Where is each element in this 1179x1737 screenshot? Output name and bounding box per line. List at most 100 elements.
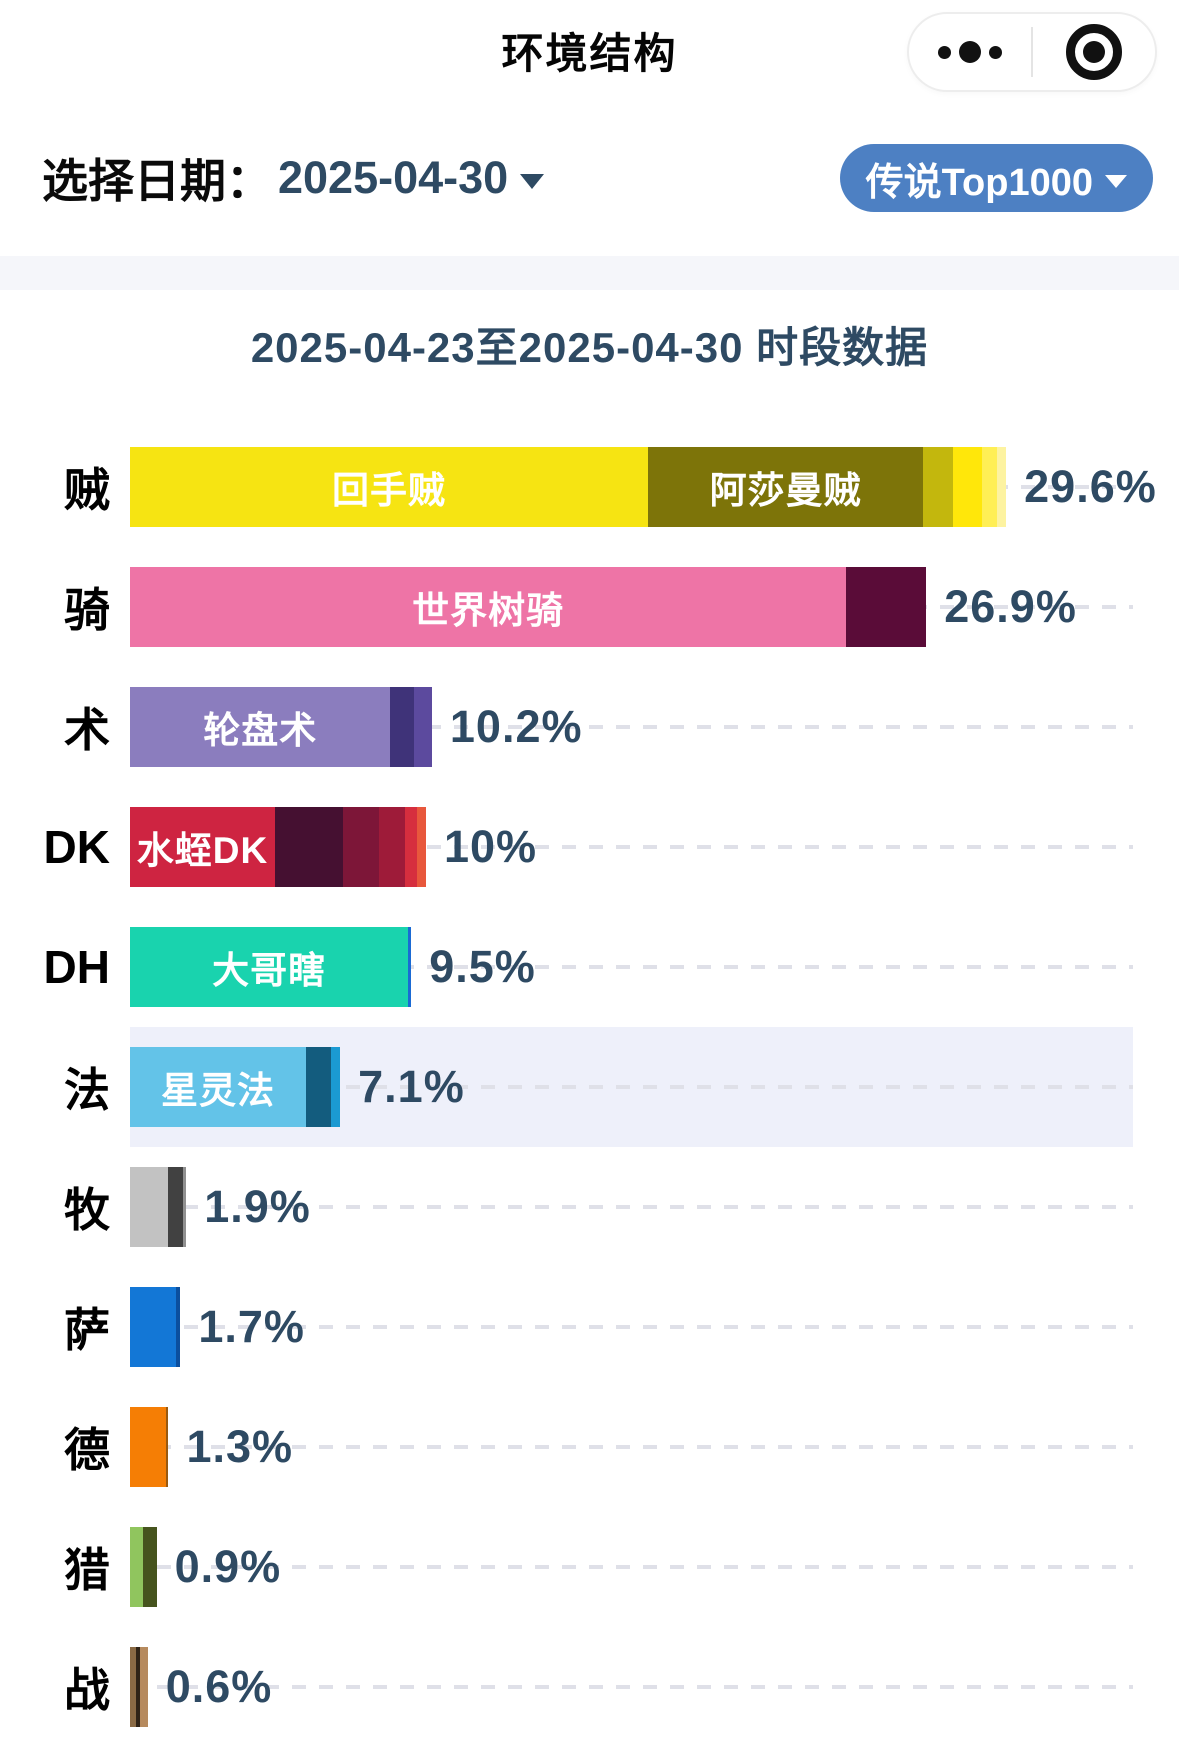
chart-row-猎: 猎 0.9% <box>0 1507 1179 1627</box>
stacked-bar-德[interactable] <box>130 1407 169 1487</box>
rank-filter-button[interactable]: 传说Top1000 <box>839 144 1153 212</box>
bar-segment[interactable] <box>140 1647 148 1727</box>
chart-row-骑: 骑 世界树骑 26.9% <box>0 547 1179 667</box>
more-button[interactable] <box>909 14 1031 90</box>
row-plot-area: 1.9% <box>130 1147 1179 1267</box>
bar-segment-星灵法[interactable]: 星灵法 <box>130 1047 307 1127</box>
bar-segment[interactable] <box>405 807 418 887</box>
bar-segment[interactable] <box>130 1407 166 1487</box>
bar-segment[interactable] <box>331 1047 341 1127</box>
bar-segment[interactable] <box>343 807 379 887</box>
segment-label: 世界树骑 <box>412 590 565 631</box>
bar-segment[interactable] <box>168 1167 184 1247</box>
row-plot-area: 轮盘术 10.2% <box>130 667 1179 787</box>
bar-segment[interactable] <box>135 1647 141 1727</box>
date-picker-value: 2025-04-30 <box>278 152 509 203</box>
class-label: 法 <box>64 1064 110 1116</box>
target-circle-icon <box>1066 24 1122 80</box>
stacked-bar-DK[interactable]: 水蛭DK <box>130 807 426 887</box>
bar-segment-回手贼[interactable]: 回手贼 <box>130 447 648 527</box>
bar-segment[interactable] <box>183 1167 187 1247</box>
total-percent-label: 1.9% <box>204 1181 311 1232</box>
bar-segment[interactable] <box>390 687 415 767</box>
class-distribution-chart: 贼 回手贼 阿莎曼贼 29.6% 骑 世界树骑 26.9% 术 轮盘术 10.2% DK 水蛭DK 10… <box>0 427 1179 1737</box>
bar-segment-水蛭DK[interactable]: 水蛭DK <box>130 807 276 887</box>
class-label: 猎 <box>64 1544 110 1596</box>
stacked-bar-猎[interactable] <box>130 1527 157 1607</box>
more-dots-icon <box>938 41 1002 63</box>
capsule-divider <box>1031 27 1033 77</box>
row-plot-area: 1.3% <box>130 1387 1179 1507</box>
stacked-bar-萨[interactable] <box>130 1287 181 1367</box>
stacked-bar-DH[interactable]: 大哥瞎 <box>130 927 412 1007</box>
stacked-bar-贼[interactable]: 回手贼 阿莎曼贼 <box>130 447 1007 527</box>
class-label: 萨 <box>64 1304 110 1356</box>
row-plot-area: 1.7% <box>130 1267 1179 1387</box>
chart-row-牧: 牧 1.9% <box>0 1147 1179 1267</box>
row-plot-area: 水蛭DK 10% <box>130 787 1179 907</box>
dashed-gridline <box>130 1205 1133 1209</box>
bar-segment[interactable] <box>130 1167 169 1247</box>
chart-row-贼: 贼 回手贼 阿莎曼贼 29.6% <box>0 427 1179 547</box>
bar-segment[interactable] <box>143 1527 157 1607</box>
total-percent-label: 1.3% <box>186 1421 294 1472</box>
segment-label: 轮盘术 <box>203 710 318 751</box>
page-title: 环境结构 <box>501 29 678 77</box>
bar-segment[interactable] <box>378 807 406 887</box>
bar-segment[interactable] <box>408 927 412 1007</box>
chart-title: 2025-04-23至2025-04-30 时段数据 <box>250 324 929 371</box>
total-percent-label: 7.1% <box>358 1061 465 1112</box>
bar-segment-轮盘术[interactable]: 轮盘术 <box>130 687 391 767</box>
bar-segment[interactable] <box>923 447 953 527</box>
total-percent-label: 0.6% <box>165 1661 273 1712</box>
caret-down-icon <box>1105 174 1127 188</box>
miniprogram-capsule <box>907 12 1157 92</box>
stacked-bar-骑[interactable]: 世界树骑 <box>130 567 927 647</box>
stacked-bar-牧[interactable] <box>130 1167 187 1247</box>
chart-row-DK: DK 水蛭DK 10% <box>0 787 1179 907</box>
bar-segment[interactable] <box>306 1047 332 1127</box>
dashed-gridline <box>130 965 1133 969</box>
date-picker-label: 选择日期： <box>42 155 272 207</box>
chart-row-法: 法 星灵法 7.1% <box>0 1027 1179 1147</box>
dashed-gridline <box>130 1325 1133 1329</box>
bar-segment[interactable] <box>417 807 426 887</box>
total-percent-label: 10% <box>444 821 538 872</box>
bar-segment[interactable] <box>414 687 432 767</box>
bar-segment[interactable] <box>846 567 927 647</box>
row-plot-area: 0.6% <box>130 1627 1179 1737</box>
bar-segment[interactable] <box>165 1407 169 1487</box>
bar-segment-世界树骑[interactable]: 世界树骑 <box>130 567 847 647</box>
dashed-gridline <box>130 845 1133 849</box>
separator-band <box>0 256 1179 290</box>
navbar: 环境结构 <box>0 0 1179 100</box>
segment-label: 水蛭DK <box>136 830 269 871</box>
bar-segment[interactable] <box>997 447 1007 527</box>
bar-segment[interactable] <box>130 1287 176 1367</box>
dashed-gridline <box>130 1685 1133 1689</box>
bar-segment[interactable] <box>130 1527 144 1607</box>
row-plot-area: 回手贼 阿莎曼贼 29.6% <box>130 427 1179 547</box>
date-picker[interactable]: 2025-04-30 <box>278 152 545 204</box>
total-percent-label: 29.6% <box>1024 461 1157 512</box>
bar-segment-大哥瞎[interactable]: 大哥瞎 <box>130 927 409 1007</box>
caret-down-icon <box>520 173 545 189</box>
bar-segment[interactable] <box>175 1287 181 1367</box>
total-percent-label: 1.7% <box>198 1301 305 1352</box>
total-percent-label: 0.9% <box>174 1541 282 1592</box>
bar-segment[interactable] <box>982 447 998 527</box>
bar-segment[interactable] <box>952 447 983 527</box>
bar-segment[interactable] <box>130 1647 136 1727</box>
row-plot-area: 世界树骑 26.9% <box>130 547 1179 667</box>
chart-row-德: 德 1.3% <box>0 1387 1179 1507</box>
stacked-bar-术[interactable]: 轮盘术 <box>130 687 432 767</box>
total-percent-label: 9.5% <box>429 941 536 992</box>
stacked-bar-战[interactable] <box>130 1647 148 1727</box>
exit-button[interactable] <box>1033 14 1155 90</box>
total-percent-label: 10.2% <box>449 701 583 752</box>
stacked-bar-法[interactable]: 星灵法 <box>130 1047 341 1127</box>
bar-segment-阿莎曼贼[interactable]: 阿莎曼贼 <box>648 447 924 527</box>
bar-segment[interactable] <box>275 807 344 887</box>
dashed-gridline <box>130 725 1133 729</box>
dashed-gridline <box>130 1445 1133 1449</box>
